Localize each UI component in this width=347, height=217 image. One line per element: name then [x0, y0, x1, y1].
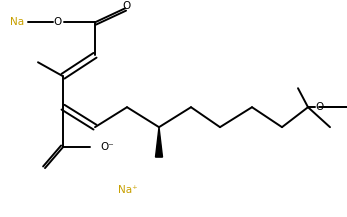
Text: Na⁺: Na⁺: [118, 185, 138, 195]
Text: O: O: [316, 102, 324, 112]
Text: O: O: [54, 17, 62, 27]
Polygon shape: [155, 127, 162, 157]
Text: Na: Na: [10, 17, 24, 27]
Text: O: O: [123, 1, 131, 11]
Text: O⁻: O⁻: [100, 142, 114, 152]
